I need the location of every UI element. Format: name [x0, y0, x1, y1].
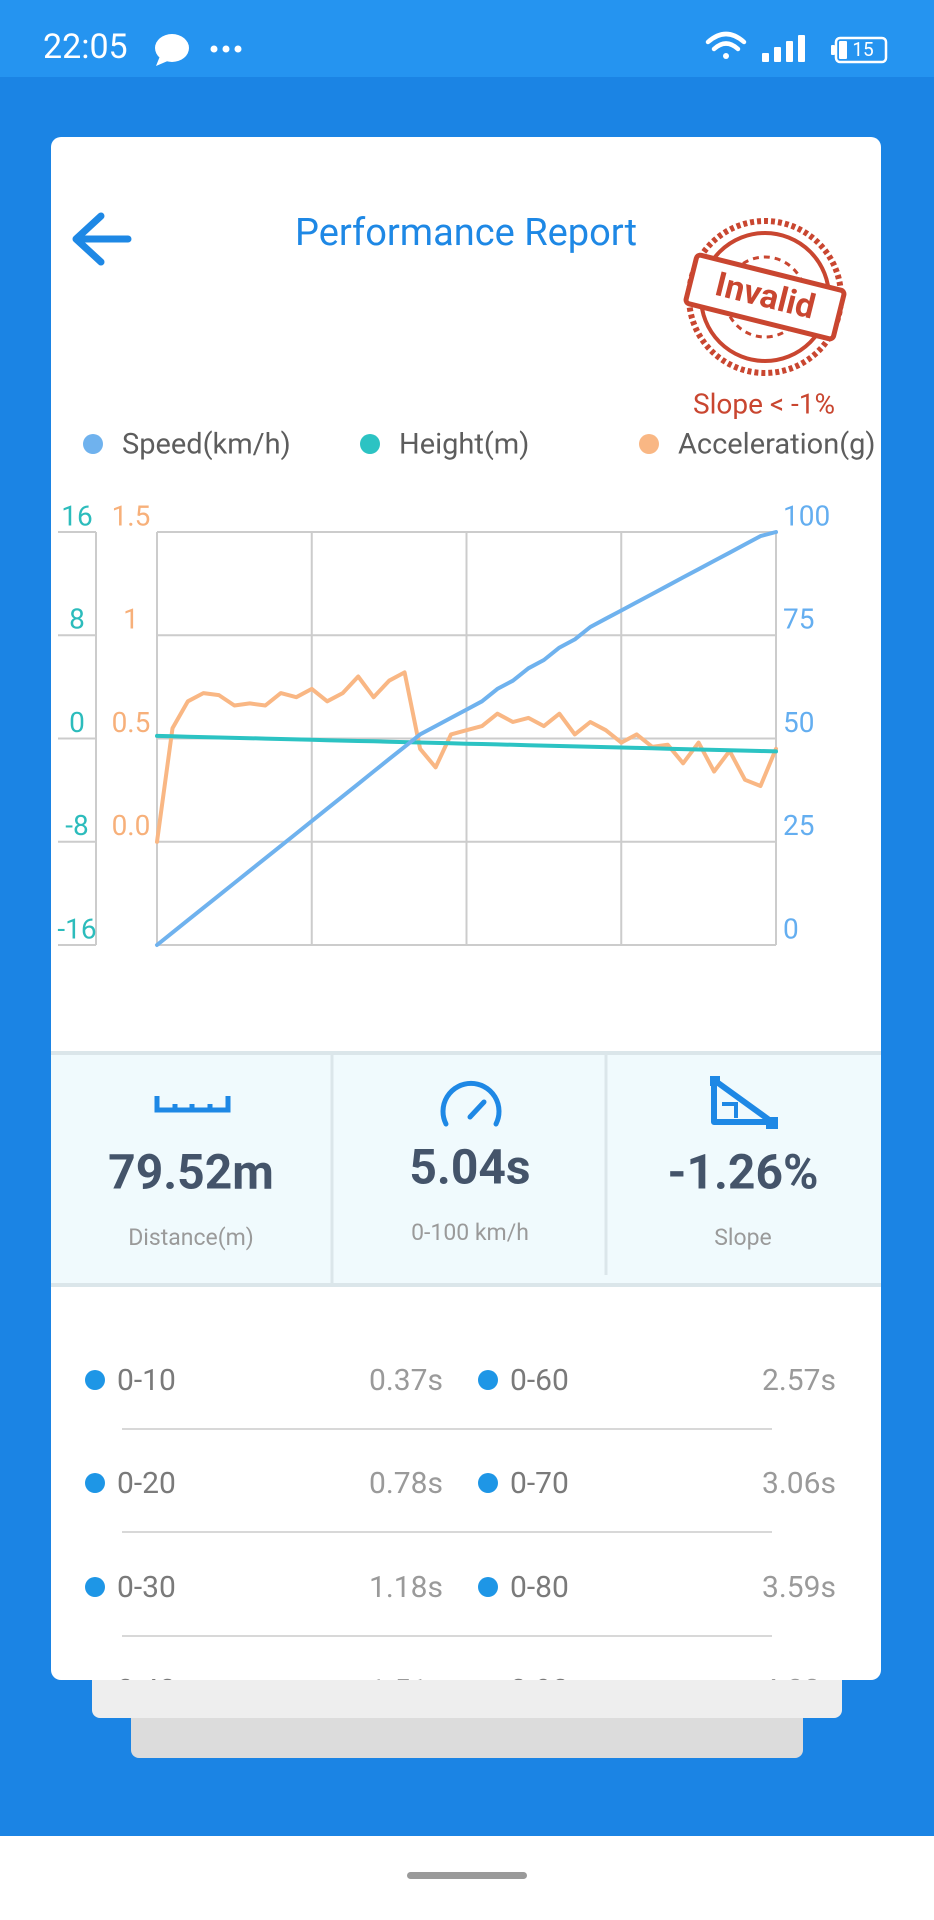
invalid-stamp: Invalid: [683, 218, 847, 376]
split-bullet: [478, 1473, 498, 1493]
y3-tick-label: 1.5: [112, 499, 151, 532]
legend-label: Acceleration(g): [678, 428, 876, 462]
stat-label: Distance(m): [128, 1224, 254, 1251]
status-bar: [0, 0, 934, 77]
back-button[interactable]: [72, 212, 132, 266]
split-range: 0-20: [117, 1466, 176, 1501]
y2-tick-label: 75: [783, 603, 814, 636]
battery-level: 15: [852, 38, 873, 61]
stat-label: 0-100 km/h: [411, 1219, 529, 1246]
legend-marker: [639, 434, 659, 454]
split-time: 3.59s: [762, 1570, 836, 1605]
series-line: [155, 670, 778, 844]
stat-label: Slope: [714, 1224, 771, 1251]
split-range: 0-70: [510, 1466, 569, 1501]
stat-value: -1.26%: [668, 1144, 819, 1201]
y2-tick-label: 50: [783, 706, 814, 739]
splits: 0-10 0.37s 0-60 2.57s 0-20 0.78s 0-70 3.06s 0-30…: [85, 1363, 836, 1708]
home-indicator[interactable]: [407, 1872, 527, 1879]
legend-label: Speed(km/h): [122, 428, 291, 462]
chart: Speed(km/h) Height(m) Acceleration(g) 0 25 50…: [57, 428, 876, 947]
more-icon: [210, 45, 242, 53]
y2-tick-label: 100: [783, 499, 830, 532]
split-bullet: [85, 1473, 105, 1493]
wifi-icon: [705, 31, 747, 59]
legend-label: Height(m): [399, 428, 529, 462]
y3-tick-label: 0.0: [112, 809, 151, 842]
slope-icon: [710, 1076, 778, 1129]
distance-icon: [154, 1096, 231, 1113]
status-time: 22:05: [43, 27, 128, 67]
split-range: 0-10: [117, 1363, 176, 1398]
split-range: 0-60: [510, 1363, 569, 1398]
battery-icon: 15: [831, 36, 888, 64]
split-bullet: [85, 1577, 105, 1597]
split-range: 0-90: [510, 1673, 569, 1708]
split-time: 2.57s: [762, 1363, 836, 1398]
split-time: 1.51s: [369, 1673, 443, 1708]
series-line: [155, 733, 778, 754]
split-bullet: [478, 1370, 498, 1390]
signal-icon: [762, 35, 805, 62]
series-line: [155, 530, 778, 947]
y2-tick-label: 25: [783, 809, 814, 842]
stats: 79.52m Distance(m) 5.04s 0-100 km/h -1.26% Sl…: [108, 1139, 818, 1251]
card-content: Performance Report Invalid Slope < -1% S…: [51, 211, 881, 1708]
split-time: 1.18s: [369, 1570, 443, 1605]
split-time: 0.78s: [369, 1466, 443, 1501]
stats-panel: [51, 1053, 881, 1285]
chat-icon: [155, 34, 189, 66]
stat-value: 79.52m: [108, 1144, 274, 1201]
y3-tick-label: 1: [123, 603, 139, 636]
y-tick-label: 16: [61, 499, 92, 532]
split-time: 3.06s: [762, 1466, 836, 1501]
legend-marker: [83, 434, 103, 454]
stamp-note: Slope < -1%: [693, 387, 835, 420]
split-time: 4.08s: [762, 1673, 836, 1708]
y-tick-label: -8: [65, 809, 88, 842]
legend-marker: [360, 434, 380, 454]
split-time: 0.37s: [369, 1363, 443, 1398]
stat-value: 5.04s: [409, 1139, 530, 1196]
y-tick-label: 8: [69, 603, 85, 636]
y2-tick-label: 0: [783, 912, 799, 945]
y3-tick-label: 0.5: [112, 706, 151, 739]
split-range: 0-40: [117, 1673, 176, 1708]
split-range: 0-30: [117, 1570, 176, 1605]
split-range: 0-80: [510, 1570, 569, 1605]
split-bullet: [85, 1370, 105, 1390]
speed-icon: [440, 1080, 502, 1127]
page-title: Performance Report: [295, 211, 637, 255]
split-bullet: [478, 1577, 498, 1597]
y-tick-label: 0: [69, 706, 85, 739]
y-tick-label: -16: [57, 912, 96, 945]
